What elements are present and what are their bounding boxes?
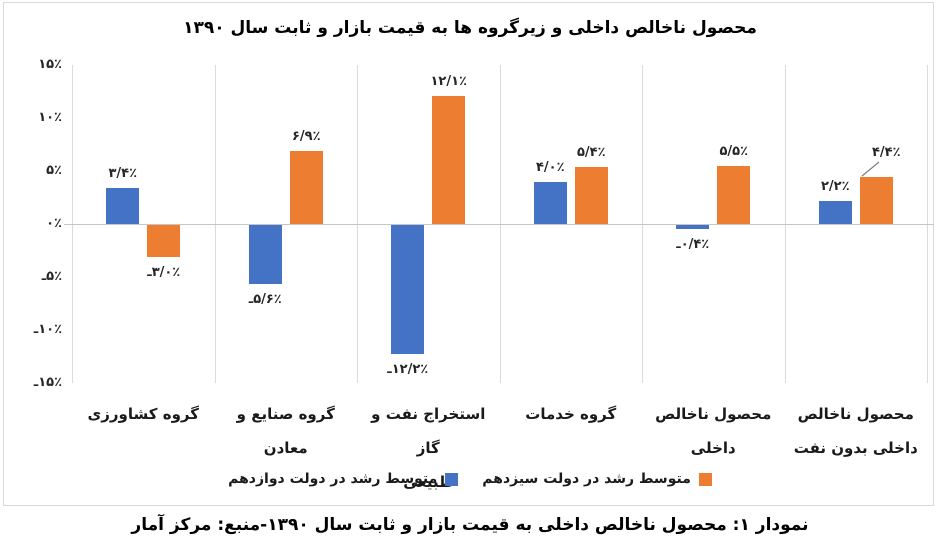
- bar-value-label: ۳/۴٪: [108, 165, 138, 181]
- y-axis-tick-label: ـ۵٪: [41, 269, 62, 284]
- label-leader-line: [861, 160, 881, 177]
- category-label: محصول ناخالص داخلی بدون نفت: [793, 405, 918, 457]
- category-label: محصول ناخالص داخلی: [655, 405, 772, 457]
- bar-value-label: ۵/۵٪: [719, 143, 749, 159]
- bar-gov12-c5: [676, 225, 710, 230]
- y-axis-tick-label: ـ۱۵٪: [33, 375, 62, 390]
- bar-value-label: ۵/۴٪: [576, 144, 606, 160]
- bar-gov13-c2: [289, 150, 323, 224]
- bar-gov12-c3: [391, 225, 425, 355]
- y-axis-tick-mark: [64, 224, 72, 225]
- bar-value-label: ـ۵/۶٪: [248, 292, 282, 308]
- bar-value-label: ۱۲/۱٪: [430, 73, 467, 89]
- bar-gov13-c6: [859, 177, 893, 224]
- bar-value-label: ۴/۰٪: [535, 159, 565, 175]
- y-axis-tick-label: ۵٪: [46, 163, 62, 178]
- x-axis-zero-line: [72, 224, 934, 225]
- bar-value-label: ۴/۴٪: [871, 145, 901, 161]
- bar-value-label: ۲/۲٪: [820, 178, 850, 194]
- category-label: گروه صنایع و معادن: [236, 405, 335, 457]
- legend-swatch-orange: [698, 472, 712, 486]
- bar-gov13-c1: [147, 225, 181, 257]
- legend-swatch-blue: [445, 472, 459, 486]
- bar-gov13-c5: [717, 165, 751, 224]
- y-axis-tick-label: ـ۱۰٪: [33, 322, 62, 337]
- legend: متوسط رشد در دولت دوازدهم متوسط رشد در د…: [0, 471, 940, 487]
- category-label: گروه خدمات: [525, 405, 617, 423]
- legend-item-gov12: متوسط رشد در دولت دوازدهم: [228, 471, 459, 487]
- legend-label-gov12: متوسط رشد در دولت دوازدهم: [228, 471, 438, 487]
- bar-gov12-c2: [248, 225, 282, 285]
- bar-gov12-c1: [106, 187, 140, 224]
- category-label: گروه کشاورزی: [87, 405, 199, 423]
- y-axis-tick-label: ۱۰٪: [38, 110, 62, 125]
- bar-gov12-c6: [818, 200, 852, 224]
- category-label: استخراج نفت و گاز طبیعی: [371, 405, 486, 491]
- legend-item-gov13: متوسط رشد در دولت سیزدهم: [482, 471, 712, 487]
- chart-title: محصول ناخالص داخلی و زیرگروه ها به قیمت …: [183, 18, 757, 38]
- bar-gov13-c3: [432, 95, 466, 224]
- bar-gov13-c4: [574, 166, 608, 224]
- bar-value-label: ـ۳/۰٪: [147, 264, 181, 280]
- y-axis-tick-label: ۱۵٪: [38, 57, 62, 72]
- bar-gov12-c4: [533, 181, 567, 224]
- y-axis-tick-label: ۰٪: [46, 216, 62, 231]
- bar-value-label: ـ۱۲/۲٪: [387, 362, 429, 378]
- legend-label-gov13: متوسط رشد در دولت سیزدهم: [482, 471, 691, 487]
- bar-value-label: ـ۰/۴٪: [676, 237, 710, 253]
- figure-caption: نمودار ۱: محصول ناخالص داخلی به قیمت باز…: [131, 515, 809, 535]
- bar-value-label: ۶/۹٪: [291, 128, 321, 144]
